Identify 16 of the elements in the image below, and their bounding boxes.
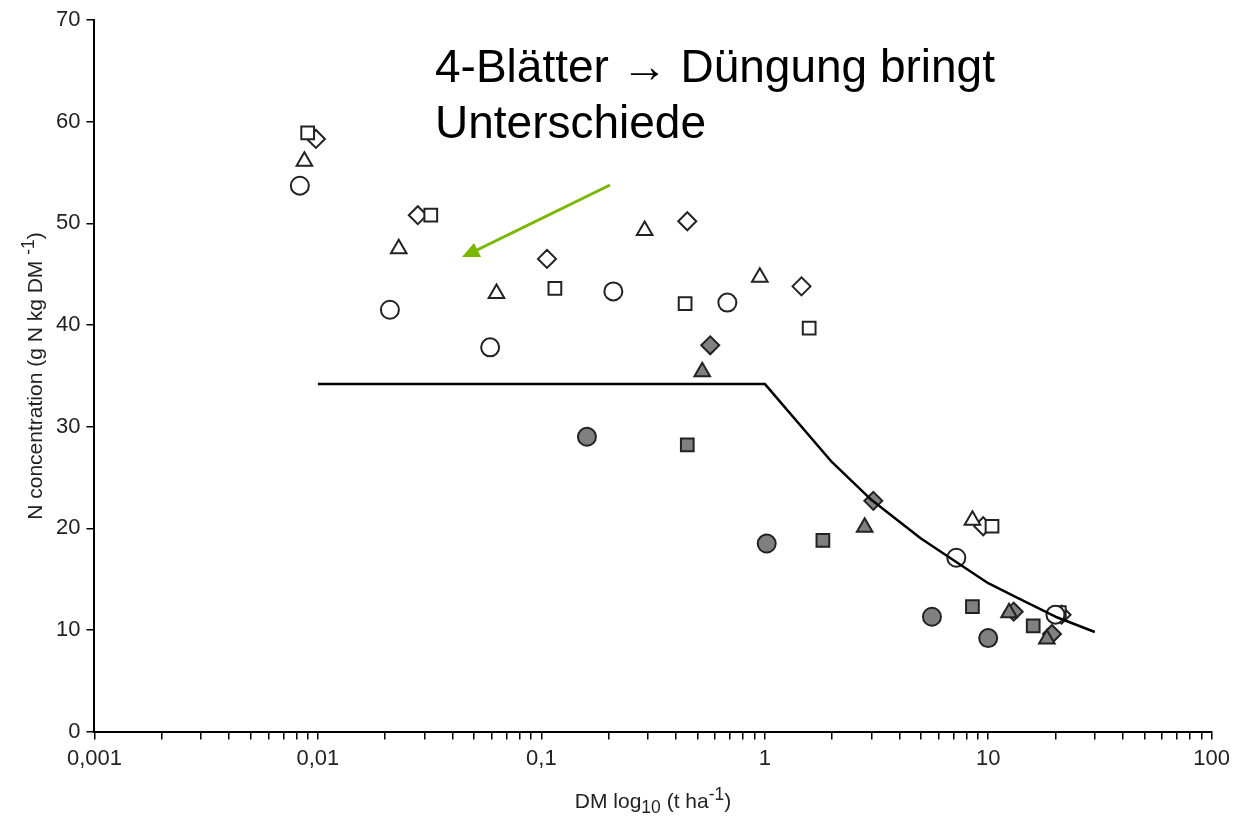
x-axis-title: DM log$_{10}$ (t ha$^{-1}$) [574, 784, 732, 816]
x-tick-label: 0,001 [66, 744, 122, 770]
y-tick-label: 70 [55, 6, 81, 32]
y-tick-label: 50 [55, 209, 81, 235]
y-tick-label: 60 [55, 107, 81, 133]
x-tick-label: 10 [975, 744, 1001, 770]
y-tick-label: 30 [55, 412, 81, 438]
x-tick-label: 1 [758, 744, 771, 770]
annotation: 4-Blätter → Düngung bringt Unterschiede [435, 39, 996, 150]
y-tick-label: 40 [55, 311, 81, 337]
x-tick-label: 0,1 [526, 744, 557, 770]
x-tick-label: 0,01 [296, 744, 340, 770]
x-tick-label: 100 [1193, 744, 1231, 770]
y-tick-label: 20 [55, 514, 81, 540]
y-tick-label: 0 [68, 717, 81, 743]
y-tick-label: 10 [55, 616, 81, 642]
